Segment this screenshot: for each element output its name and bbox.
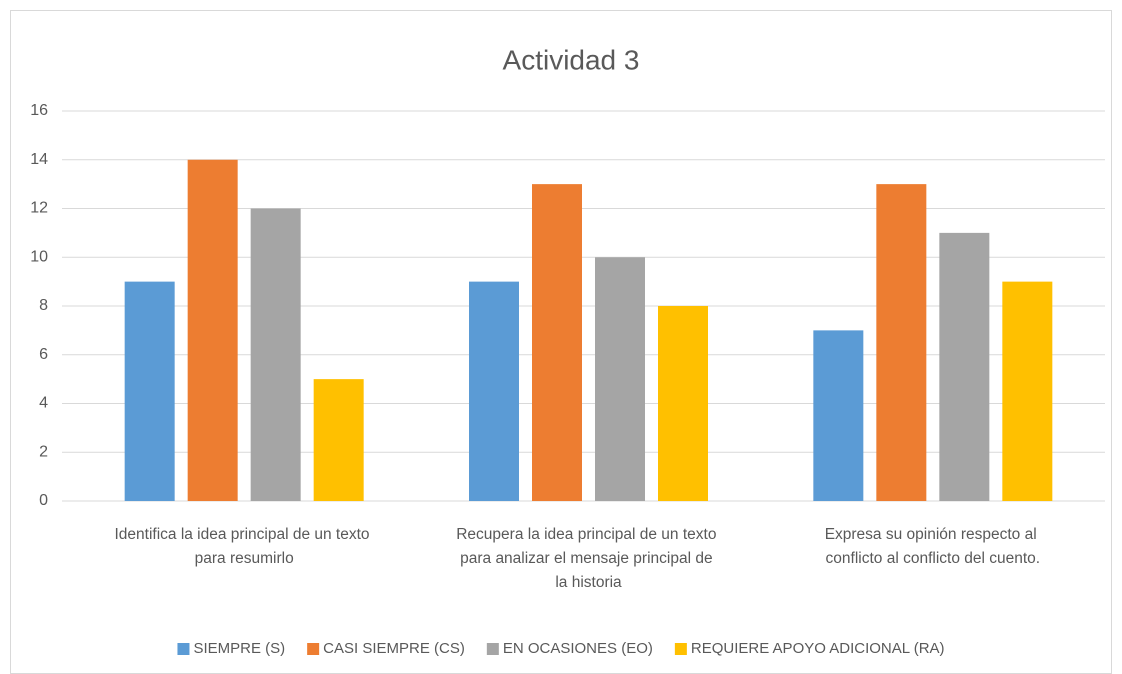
legend-item: SIEMPRE (S) — [177, 640, 285, 657]
bar — [876, 184, 927, 501]
bar — [813, 330, 864, 501]
legend-label: REQUIERE APOYO ADICIONAL (RA) — [691, 640, 945, 657]
chart-title: Actividad 3 — [503, 44, 640, 75]
legend-item: CASI SIEMPRE (CS) — [307, 640, 465, 657]
legend-swatch — [486, 643, 499, 655]
legend-swatch — [307, 643, 320, 655]
bar — [124, 281, 175, 501]
y-tick-label: 10 — [30, 248, 48, 265]
legend-item: EN OCASIONES (EO) — [486, 640, 653, 657]
x-tick-label: Recupera la idea principal de un texto p… — [456, 526, 721, 591]
legend-label: SIEMPRE (S) — [193, 640, 285, 657]
legend-swatch — [177, 643, 190, 655]
x-tick-label: Identifica la idea principal de un texto… — [114, 526, 373, 567]
bar — [939, 232, 990, 501]
x-tick-label: Expresa su opinión respecto al conflicto… — [825, 526, 1041, 567]
y-tick-label: 6 — [39, 346, 48, 363]
bar — [250, 208, 301, 501]
bar — [658, 306, 708, 501]
legend-item: REQUIERE APOYO ADICIONAL (RA) — [674, 640, 945, 657]
y-tick-label: 0 — [39, 492, 48, 509]
y-tick-label: 14 — [30, 151, 48, 168]
legend-label: EN OCASIONES (EO) — [503, 640, 653, 657]
legend-label: CASI SIEMPRE (CS) — [323, 640, 465, 657]
y-tick-label: 12 — [30, 200, 48, 217]
bar — [313, 379, 364, 501]
bar — [469, 281, 519, 501]
y-tick-label: 2 — [39, 443, 48, 460]
y-tick-label: 8 — [39, 297, 48, 314]
legend-swatch — [674, 643, 687, 655]
y-tick-label: 4 — [39, 395, 48, 412]
bar — [532, 184, 582, 501]
bar — [187, 159, 238, 501]
bar — [595, 257, 645, 501]
y-tick-label: 16 — [30, 102, 48, 119]
bar — [1002, 281, 1053, 501]
